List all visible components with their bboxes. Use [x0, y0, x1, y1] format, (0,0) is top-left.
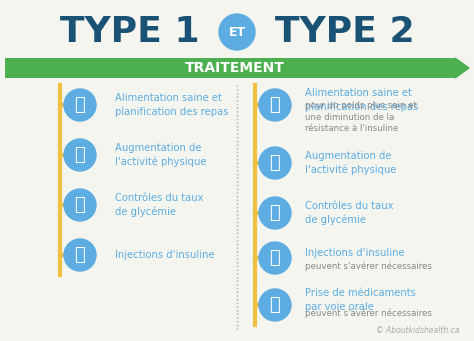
- Text: Augmentation de
l'activité physique: Augmentation de l'activité physique: [115, 143, 207, 167]
- Text: 🏋: 🏋: [74, 146, 85, 164]
- Text: © Aboutkidshealth.ca: © Aboutkidshealth.ca: [376, 326, 460, 335]
- FancyBboxPatch shape: [5, 58, 455, 78]
- Circle shape: [259, 89, 291, 121]
- Text: Contrôles du taux
de glycémie: Contrôles du taux de glycémie: [305, 201, 393, 225]
- Text: Injections d'insuline: Injections d'insuline: [115, 250, 215, 260]
- Text: 🍎: 🍎: [270, 96, 281, 114]
- Circle shape: [219, 14, 255, 50]
- Text: 🍎: 🍎: [74, 96, 85, 114]
- Text: 💊: 💊: [270, 296, 281, 314]
- Polygon shape: [455, 58, 469, 78]
- Text: 👁: 👁: [270, 204, 281, 222]
- Text: TRAITEMENT: TRAITEMENT: [185, 61, 285, 75]
- Circle shape: [64, 189, 96, 221]
- Text: Injections d'insuline: Injections d'insuline: [305, 248, 405, 258]
- Text: ET: ET: [228, 26, 246, 39]
- Text: Alimentation saine et
planification des repas: Alimentation saine et planification des …: [115, 93, 228, 117]
- Text: peuvent s'avérer nécessaires: peuvent s'avérer nécessaires: [305, 308, 432, 318]
- Text: Prise de médicaments
par voie orale: Prise de médicaments par voie orale: [305, 288, 416, 312]
- Circle shape: [259, 197, 291, 229]
- Text: 🏋: 🏋: [270, 154, 281, 172]
- Text: TYPE 2: TYPE 2: [275, 15, 415, 49]
- Text: peuvent s'avérer nécessaires: peuvent s'avérer nécessaires: [305, 261, 432, 271]
- Circle shape: [259, 289, 291, 321]
- Text: Alimentation saine et
planification des repas: Alimentation saine et planification des …: [305, 88, 419, 112]
- Circle shape: [64, 89, 96, 121]
- Circle shape: [259, 242, 291, 274]
- Circle shape: [259, 147, 291, 179]
- Text: Contrôles du taux
de glycémie: Contrôles du taux de glycémie: [115, 193, 203, 217]
- Text: 👁: 👁: [74, 196, 85, 214]
- Text: pour un poids plus sain et
une diminution de la
résistance à l'insuline: pour un poids plus sain et une diminutio…: [305, 101, 417, 133]
- Text: 💉: 💉: [270, 249, 281, 267]
- Text: Augmentation de
l'activité physique: Augmentation de l'activité physique: [305, 151, 396, 175]
- Circle shape: [64, 139, 96, 171]
- Text: TYPE 1: TYPE 1: [60, 15, 200, 49]
- Circle shape: [64, 239, 96, 271]
- Text: 💉: 💉: [74, 246, 85, 264]
